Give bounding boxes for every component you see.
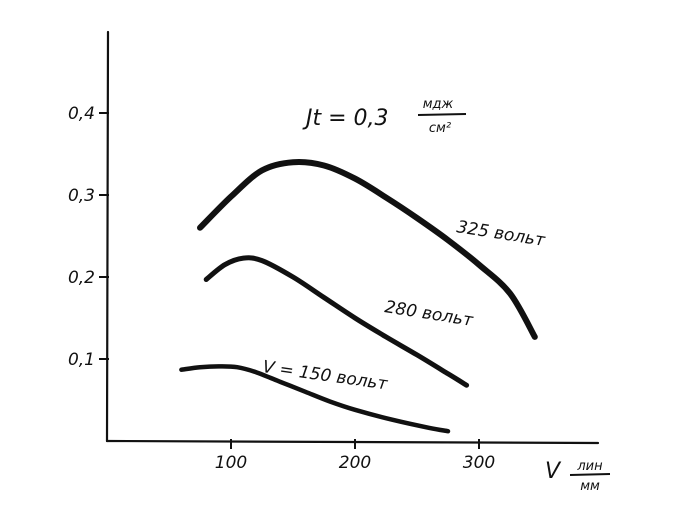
y-tick-label: 0,1 <box>68 350 95 370</box>
series-label-325: 325 вольт <box>455 217 547 251</box>
curve-150-volt <box>179 364 451 434</box>
x-axis-unit-denominator: мм <box>580 479 600 494</box>
x-ticks: 100 200 300 <box>215 439 495 473</box>
x-axis-unit-numerator: лин <box>576 459 603 474</box>
y-tick-label: 0,3 <box>68 186 95 206</box>
x-axis-symbol: V <box>545 459 562 484</box>
x-tick-label: 200 <box>339 453 371 473</box>
x-axis-line <box>105 439 600 445</box>
annotation-unit-denominator: см² <box>429 121 451 136</box>
x-tick-label: 100 <box>215 453 247 473</box>
annotation-unit-numerator: мдж <box>423 97 454 112</box>
annotation-text: Jt = 0,3 <box>302 106 389 131</box>
curve-280-volt <box>203 255 470 388</box>
y-ticks: 0,1 0,2 0,3 0,4 <box>68 104 109 370</box>
curve-325-volt <box>197 158 538 340</box>
plot-area: 0,1 0,2 0,3 0,4 100 200 300 325 вольт 280 вол… <box>68 30 611 494</box>
x-axis-unit-fraction-bar <box>569 473 611 476</box>
y-tick-label: 0,4 <box>68 104 95 124</box>
series-label-150: V = 150 вольт <box>261 357 389 394</box>
annotation-unit-fraction-bar <box>417 113 467 116</box>
x-tick-label: 300 <box>463 453 495 473</box>
x-axis-label: V лин мм <box>545 459 611 494</box>
y-tick-label: 0,2 <box>68 268 95 288</box>
annotation: Jt = 0,3 мдж см² <box>302 97 467 136</box>
series-label-280: 280 вольт <box>383 297 475 331</box>
y-axis-line <box>105 30 110 443</box>
curves <box>179 158 538 434</box>
